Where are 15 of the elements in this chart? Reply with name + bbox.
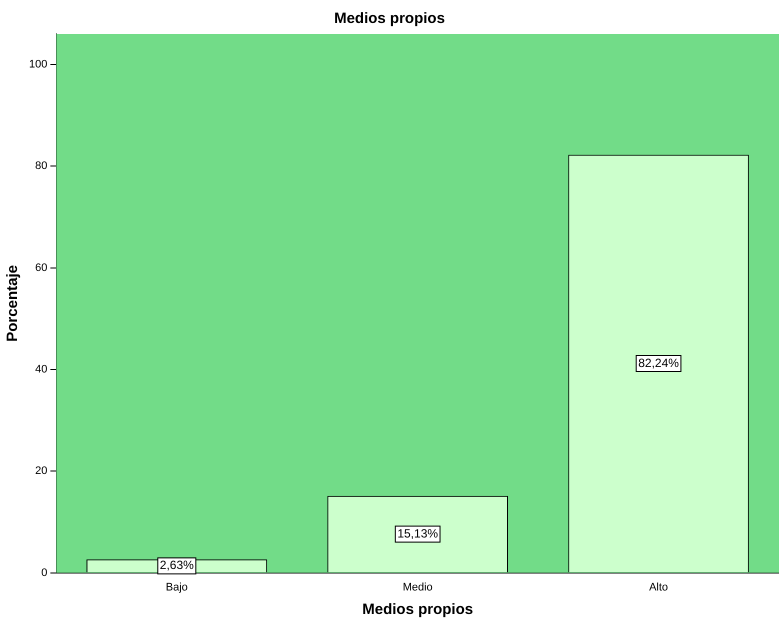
data-label: 82,24%	[638, 356, 680, 370]
x-tick-label: Bajo	[166, 581, 188, 594]
y-axis-title: Porcentaje	[4, 265, 22, 342]
x-tick-label: Alto	[649, 581, 668, 594]
y-tick-label: 80	[35, 160, 48, 172]
x-tick-label: Medio	[402, 581, 433, 594]
data-label: 2,63%	[160, 558, 194, 572]
y-tick-label: 100	[28, 58, 48, 71]
y-tick-label: 20	[35, 465, 48, 478]
data-label: 15,13%	[397, 526, 438, 540]
chart-title: Medios propios	[334, 10, 445, 28]
y-tick-label: 60	[35, 262, 48, 274]
x-axis-title: Medios propios	[362, 601, 474, 618]
y-tick-label: 40	[35, 364, 48, 376]
y-tick-label: 0	[41, 566, 48, 579]
